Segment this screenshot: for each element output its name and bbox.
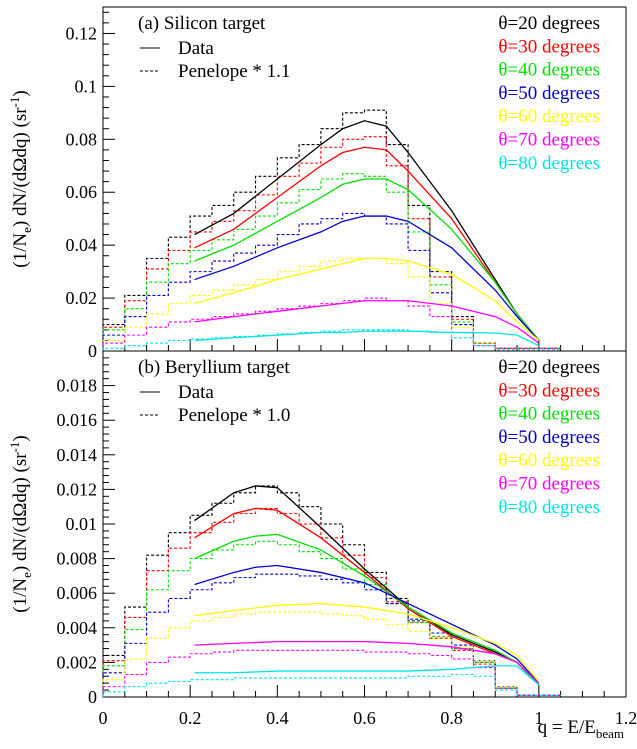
series-legend-label: θ=70 degrees <box>498 474 600 495</box>
mc-histogram <box>102 109 561 351</box>
series-legend-label: θ=80 degrees <box>498 153 600 174</box>
x-tick-label: 0.8 <box>440 708 463 728</box>
mc-histogram <box>102 257 561 351</box>
legend-label: Data <box>178 38 214 59</box>
mc-histogram <box>102 507 561 697</box>
data-curve <box>194 665 540 686</box>
series-legend-label: θ=20 degrees <box>498 13 600 34</box>
mc-histogram <box>102 212 561 351</box>
y-axis-label: (1/Ne) dN/(dΩdq) (sr-1) <box>7 435 34 612</box>
panel-silicon: 0 0.02 0.04 0.06 0.08 0.1 0.12 (a) Silicon targ… <box>7 6 627 361</box>
x-axis-label: q = E/Ebeam <box>538 717 624 741</box>
series-legend-label: θ=60 degrees <box>498 450 600 471</box>
panel-beryllium: 0 0.002 0.004 0.006 0.008 0.01 0.012 0.014 0.016… <box>7 350 637 741</box>
x-tick-label: 0.4 <box>266 708 289 728</box>
mc-histogram <box>102 329 561 351</box>
mc-histogram <box>102 649 561 697</box>
y-tick-label: 0.1 <box>75 76 98 96</box>
x-tick-label: 0.2 <box>179 708 202 728</box>
panel-title: (b) Beryllium target <box>138 357 290 378</box>
y-tick-label: 0.06 <box>66 182 98 202</box>
mc-histogram <box>102 173 561 351</box>
y-tick-label: 0.014 <box>57 445 98 465</box>
x-tick-label: 1.2 <box>615 708 637 728</box>
series-legend-label: θ=80 degrees <box>498 497 600 518</box>
series-legend-label: θ=60 degrees <box>498 106 600 127</box>
series-legend-label: θ=50 degrees <box>498 83 600 104</box>
data-curve <box>194 533 540 686</box>
data-curve <box>194 564 540 684</box>
mc-histogram <box>102 485 561 697</box>
y-tick-label: 0 <box>88 341 97 361</box>
mc-histogram <box>102 673 561 697</box>
data-curve <box>194 257 540 341</box>
y-tick-label: 0.004 <box>57 618 98 638</box>
legend-label: Penelope * 1.1 <box>178 61 290 82</box>
data-curve <box>194 507 540 686</box>
data-curve <box>194 602 540 682</box>
y-tick-label: 0.012 <box>57 479 98 499</box>
series-legend-label: θ=30 degrees <box>498 380 600 401</box>
mc-histogram <box>102 136 561 351</box>
data-curve <box>194 485 540 686</box>
data-curve <box>194 640 540 684</box>
y-tick-label: 0.02 <box>66 288 98 308</box>
data-curve <box>194 300 540 344</box>
y-tick-label: 0.04 <box>66 235 98 255</box>
mc-histogram <box>102 573 561 697</box>
x-tick-label: 0 <box>99 708 108 728</box>
panel-title: (a) Silicon target <box>138 13 266 34</box>
legend-label: Data <box>178 382 214 403</box>
mc-histogram <box>102 611 561 697</box>
legend-label: Penelope * 1.0 <box>178 405 290 426</box>
data-curve <box>194 146 540 341</box>
y-tick-label: 0.006 <box>57 583 98 603</box>
y-tick-label: 0.002 <box>57 652 98 672</box>
data-curve <box>194 178 540 341</box>
data-curve <box>194 330 540 347</box>
y-tick-label: 0.01 <box>66 514 98 534</box>
data-curve <box>194 120 540 341</box>
series-legend-label: θ=30 degrees <box>498 36 600 57</box>
mc-histogram <box>102 540 561 697</box>
y-tick-label: 0.12 <box>66 23 98 43</box>
y-tick-label: 0.08 <box>66 129 98 149</box>
data-curve <box>194 215 540 341</box>
x-tick-label: 0.6 <box>353 708 376 728</box>
y-axis-label: (1/Ne) dN/(dΩdq) (sr-1) <box>7 90 34 267</box>
y-tick-label: 0.008 <box>57 549 98 569</box>
y-tick-label: 0.016 <box>57 410 98 430</box>
series-legend-label: θ=20 degrees <box>498 357 600 378</box>
series-legend-label: θ=40 degrees <box>498 60 600 81</box>
series-legend-label: θ=40 degrees <box>498 404 600 425</box>
x-tick-label: 1 <box>534 708 543 728</box>
series-legend-label: θ=70 degrees <box>498 130 600 151</box>
series-legend-label: θ=50 degrees <box>498 427 600 448</box>
y-tick-label: 0.018 <box>57 376 98 396</box>
y-tick-label: 0 <box>88 687 97 707</box>
